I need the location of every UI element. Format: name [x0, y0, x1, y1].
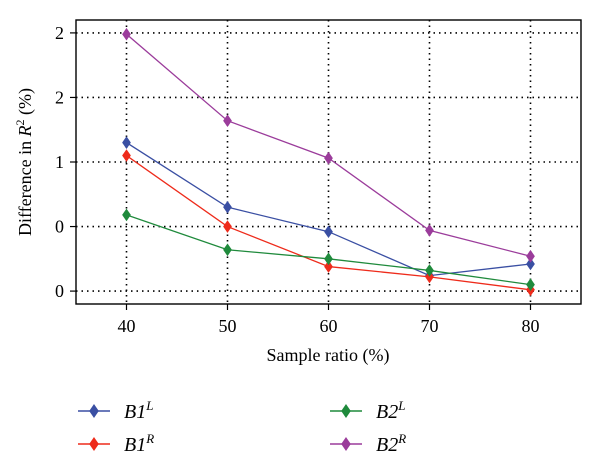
x-tick-label: 60 — [320, 316, 338, 336]
legend-marker — [89, 437, 99, 451]
legend-label: B1L — [124, 398, 153, 423]
data-point-b2-l — [526, 278, 535, 291]
data-point-b2-r — [425, 224, 434, 237]
legend-marker — [89, 404, 99, 418]
data-point-b2-r — [122, 27, 131, 41]
y-tick-label: 0 — [55, 217, 64, 237]
legend-item: B1R — [78, 431, 154, 456]
legend-label: B2L — [376, 398, 405, 423]
data-point-b1-l — [526, 257, 535, 271]
data-point-b1-r — [122, 149, 131, 162]
y-tick-label: 2 — [55, 23, 64, 43]
legend-label: B2R — [376, 431, 406, 456]
legend-series-name: B1 — [124, 401, 146, 423]
legend-series-name: B2 — [376, 434, 398, 456]
x-axis-title: Sample ratio (%) — [267, 345, 390, 366]
legend-item: B1L — [78, 398, 153, 423]
y-tick-label: 1 — [55, 152, 64, 172]
data-point-b1-l — [223, 200, 232, 214]
x-tick-label: 70 — [421, 316, 439, 336]
data-point-b1-r — [324, 260, 333, 273]
legend-series-name: B2 — [376, 401, 398, 423]
legend-series-sup: L — [145, 398, 153, 413]
data-point-b2-r — [223, 114, 232, 128]
y-axis-title-prefix: Difference in — [15, 136, 35, 236]
series-line-b2-r — [126, 33, 531, 257]
y-axis-title-suffix: (%) — [15, 88, 36, 119]
data-point-b1-r — [425, 270, 434, 284]
x-tick-label: 80 — [522, 316, 540, 336]
data-point-b2-l — [324, 252, 333, 266]
data-point-b2-r — [324, 151, 333, 165]
y-tick-label: 0 — [55, 281, 64, 301]
legend-marker — [341, 404, 351, 418]
legend-series-sup: L — [397, 398, 405, 413]
y-axis-title: Difference in R2 (%) — [13, 88, 36, 236]
axis-ticks: 40 50 60 70 80 0 0 1 2 2 — [55, 23, 540, 336]
y-axis-title-var: R — [15, 125, 35, 137]
x-tick-label: 50 — [219, 316, 237, 336]
y-axis-title-sup: 2 — [13, 119, 27, 125]
data-point-b2-l — [425, 264, 434, 277]
data-point-b1-l — [324, 225, 333, 239]
legend-series-sup: R — [145, 431, 154, 446]
data-point-b2-r — [526, 249, 535, 263]
data-point-b1-l — [122, 136, 131, 149]
data-point-b1-r — [223, 220, 232, 233]
x-tick-label: 40 — [118, 316, 136, 336]
legend-marker — [341, 437, 351, 451]
y-tick-label: 2 — [55, 87, 64, 107]
legend-series-name: B1 — [124, 434, 146, 456]
data-point-b2-l — [223, 243, 232, 257]
legend-label: B1R — [124, 431, 154, 456]
data-point-b2-l — [122, 208, 131, 222]
series-layer — [122, 27, 535, 297]
legend-item: B2L — [330, 398, 405, 423]
legend-item: B2R — [330, 431, 406, 456]
legend-series-sup: R — [397, 431, 406, 446]
